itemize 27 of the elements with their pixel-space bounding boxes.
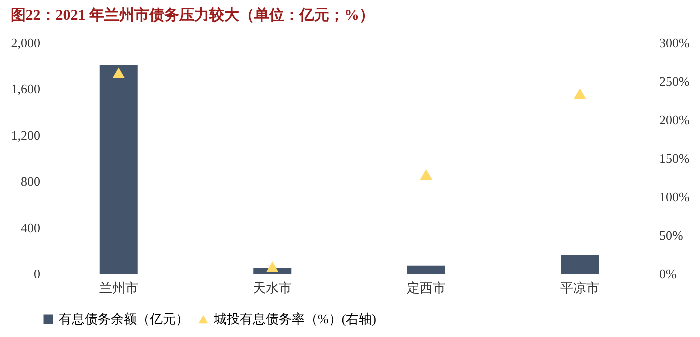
point xyxy=(266,262,279,272)
y2-tick-label: 200% xyxy=(660,112,690,128)
point xyxy=(574,88,586,100)
y-tick-label: 800 xyxy=(21,174,40,190)
y-tick-label: 400 xyxy=(21,220,40,236)
chart-title: 图22：2021 年兰州市债务压力较大（单位：亿元；%） xyxy=(10,6,374,24)
y2-tick-label: 250% xyxy=(660,74,690,89)
y2-tick-label: 100% xyxy=(660,190,690,204)
bar xyxy=(407,266,446,274)
y-tick-label: 1,600 xyxy=(11,82,40,97)
bar xyxy=(561,256,600,274)
x-tick-label: 天水市 xyxy=(253,280,292,296)
x-tick-label: 平凉市 xyxy=(560,280,600,296)
y2-tick-label: 0% xyxy=(660,266,677,282)
x-tick-label: 定西市 xyxy=(406,280,446,296)
y2-tick-label: 150% xyxy=(660,151,690,166)
y2-tick-label: 300% xyxy=(660,36,690,50)
legend-label: 有息债务余额（亿元） xyxy=(59,312,189,326)
y-tick-label: 1,200 xyxy=(11,128,40,143)
x-tick-label: 兰州市 xyxy=(99,280,138,296)
point xyxy=(112,68,125,78)
y2-tick-label: 50% xyxy=(660,228,684,243)
legend-label: 城投有息债务率（%）(右轴) xyxy=(213,312,376,326)
y-tick-label: 2,000 xyxy=(11,36,40,50)
point xyxy=(420,169,432,180)
bar xyxy=(100,64,138,274)
y-tick-label: 0 xyxy=(34,266,40,282)
